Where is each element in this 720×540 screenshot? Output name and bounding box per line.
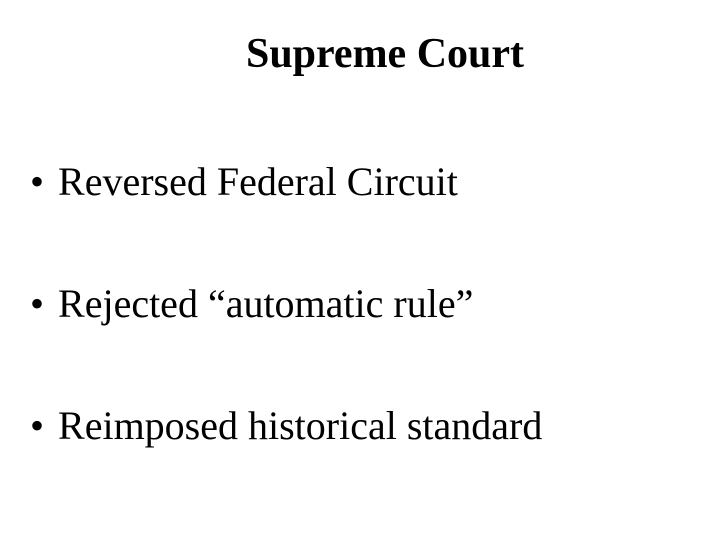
slide-title: Supreme Court bbox=[80, 30, 690, 78]
bullet-list: • Reversed Federal Circuit • Rejected “a… bbox=[30, 158, 690, 449]
bullet-marker-icon: • bbox=[30, 280, 44, 327]
bullet-text: Reversed Federal Circuit bbox=[58, 158, 458, 205]
bullet-text: Rejected “automatic rule” bbox=[58, 280, 473, 327]
bullet-marker-icon: • bbox=[30, 158, 44, 205]
bullet-item: • Reversed Federal Circuit bbox=[30, 158, 690, 205]
bullet-text: Reimposed historical standard bbox=[58, 402, 542, 449]
bullet-item: • Rejected “automatic rule” bbox=[30, 280, 690, 327]
bullet-item: • Reimposed historical standard bbox=[30, 402, 690, 449]
bullet-marker-icon: • bbox=[30, 402, 44, 449]
